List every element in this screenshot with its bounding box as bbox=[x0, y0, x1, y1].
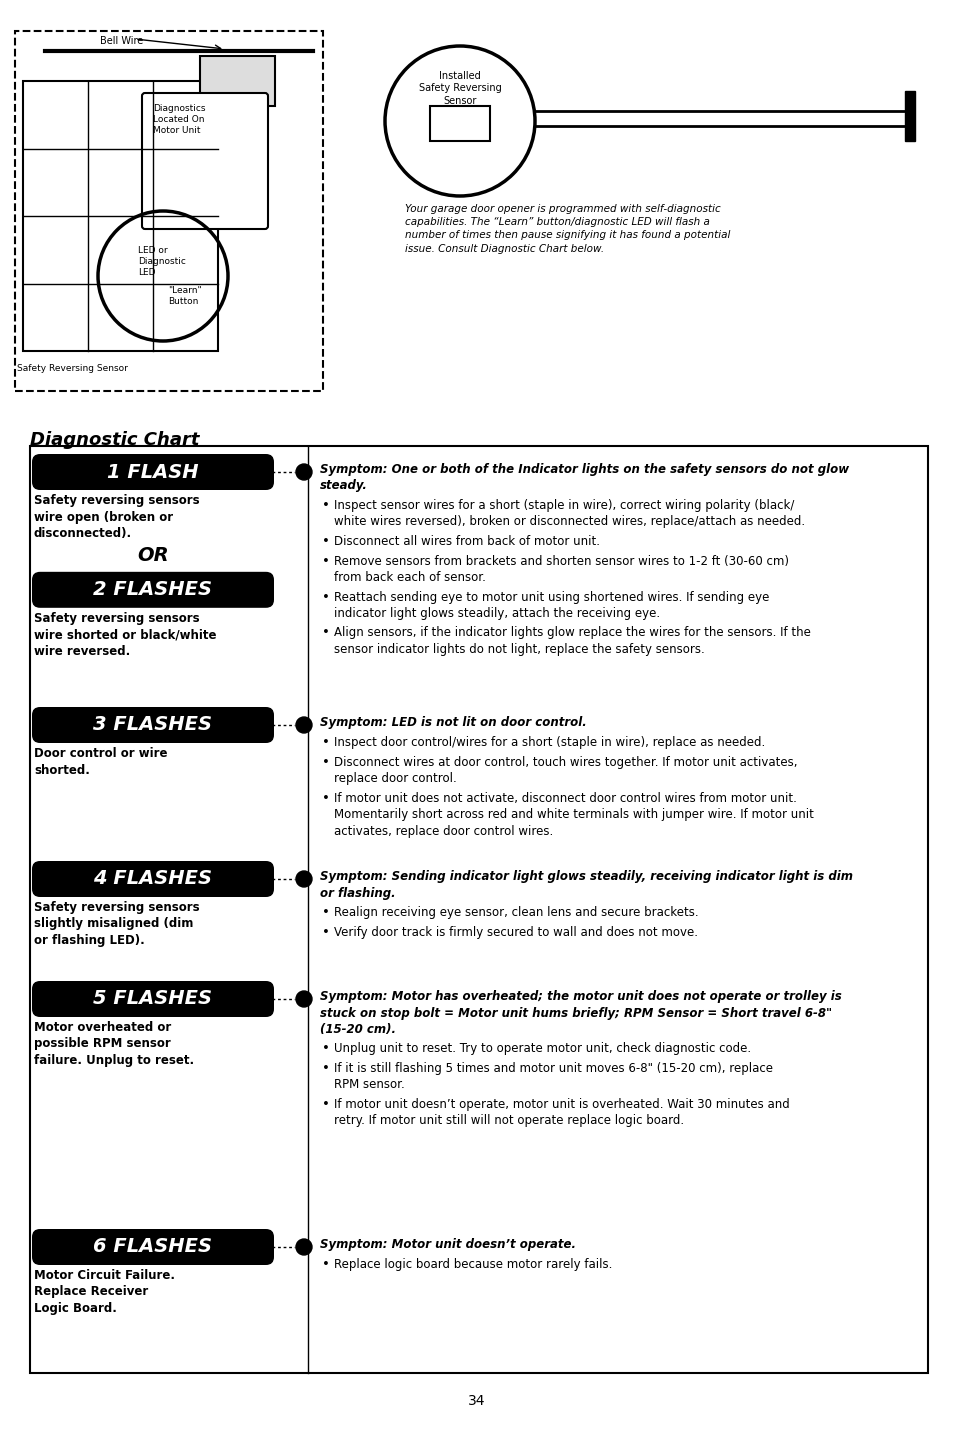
Text: Symptom: Motor unit doesn’t operate.: Symptom: Motor unit doesn’t operate. bbox=[319, 1238, 576, 1251]
Text: Safety Reversing Sensor: Safety Reversing Sensor bbox=[17, 363, 128, 373]
Text: Align sensors, if the indicator lights glow replace the wires for the sensors. I: Align sensors, if the indicator lights g… bbox=[334, 627, 810, 655]
Text: •: • bbox=[322, 591, 330, 604]
FancyBboxPatch shape bbox=[142, 93, 268, 229]
Circle shape bbox=[295, 992, 312, 1007]
Text: "Learn"
Button: "Learn" Button bbox=[168, 286, 201, 306]
Text: •: • bbox=[322, 1258, 330, 1271]
Text: •: • bbox=[322, 1042, 330, 1055]
Text: 5 FLASHES: 5 FLASHES bbox=[93, 989, 213, 1009]
Text: Symptom: Sending indicator light glows steadily, receiving indicator light is di: Symptom: Sending indicator light glows s… bbox=[319, 870, 852, 900]
Text: •: • bbox=[322, 906, 330, 919]
Text: •: • bbox=[322, 926, 330, 939]
Circle shape bbox=[295, 464, 312, 479]
Text: 6 FLASHES: 6 FLASHES bbox=[93, 1238, 213, 1256]
Text: 34: 34 bbox=[468, 1394, 485, 1408]
Text: Installed
Safety Reversing
Sensor: Installed Safety Reversing Sensor bbox=[418, 72, 501, 106]
Circle shape bbox=[295, 717, 312, 733]
Text: If it is still flashing 5 times and motor unit moves 6-8" (15-20 cm), replace
RP: If it is still flashing 5 times and moto… bbox=[334, 1062, 772, 1092]
Text: Diagnostics
Located On
Motor Unit: Diagnostics Located On Motor Unit bbox=[152, 104, 205, 135]
Text: Reattach sending eye to motor unit using shortened wires. If sending eye
indicat: Reattach sending eye to motor unit using… bbox=[334, 591, 768, 620]
Text: •: • bbox=[322, 555, 330, 568]
Bar bbox=[430, 106, 490, 142]
Text: •: • bbox=[322, 1062, 330, 1075]
Text: 4 FLASHES: 4 FLASHES bbox=[93, 870, 213, 889]
Text: Your garage door opener is programmed with self-diagnostic
capabilities. The “Le: Your garage door opener is programmed wi… bbox=[405, 205, 730, 253]
Text: OR: OR bbox=[137, 545, 169, 565]
Text: •: • bbox=[322, 535, 330, 548]
Text: Safety reversing sensors
wire open (broken or
disconnected).: Safety reversing sensors wire open (brok… bbox=[34, 494, 199, 539]
FancyBboxPatch shape bbox=[32, 861, 274, 897]
Text: Motor overheated or
possible RPM sensor
failure. Unplug to reset.: Motor overheated or possible RPM sensor … bbox=[34, 1020, 193, 1068]
Text: LED or
Diagnostic
LED: LED or Diagnostic LED bbox=[138, 246, 186, 278]
FancyBboxPatch shape bbox=[32, 707, 274, 743]
Bar bbox=[23, 82, 218, 351]
Circle shape bbox=[295, 1239, 312, 1255]
Text: •: • bbox=[322, 1098, 330, 1110]
Text: Unplug unit to reset. Try to operate motor unit, check diagnostic code.: Unplug unit to reset. Try to operate mot… bbox=[334, 1042, 750, 1055]
Text: Verify door track is firmly secured to wall and does not move.: Verify door track is firmly secured to w… bbox=[334, 926, 698, 939]
Text: •: • bbox=[322, 627, 330, 640]
Text: Motor Circuit Failure.
Replace Receiver
Logic Board.: Motor Circuit Failure. Replace Receiver … bbox=[34, 1269, 174, 1315]
FancyBboxPatch shape bbox=[32, 572, 274, 608]
Text: Inspect door control/wires for a short (staple in wire), replace as needed.: Inspect door control/wires for a short (… bbox=[334, 736, 764, 748]
Text: Door control or wire
shorted.: Door control or wire shorted. bbox=[34, 747, 168, 777]
Bar bbox=[904, 92, 914, 142]
Text: Realign receiving eye sensor, clean lens and secure brackets.: Realign receiving eye sensor, clean lens… bbox=[334, 906, 698, 919]
Text: 3 FLASHES: 3 FLASHES bbox=[93, 716, 213, 734]
Text: Disconnect all wires from back of motor unit.: Disconnect all wires from back of motor … bbox=[334, 535, 599, 548]
FancyBboxPatch shape bbox=[32, 1229, 274, 1265]
FancyBboxPatch shape bbox=[32, 454, 274, 489]
Text: 1 FLASH: 1 FLASH bbox=[107, 462, 198, 481]
Text: •: • bbox=[322, 791, 330, 804]
Text: Replace logic board because motor rarely fails.: Replace logic board because motor rarely… bbox=[334, 1258, 612, 1271]
Bar bbox=[30, 446, 927, 1372]
Text: Remove sensors from brackets and shorten sensor wires to 1-2 ft (30-60 cm)
from : Remove sensors from brackets and shorten… bbox=[334, 555, 788, 584]
Text: If motor unit doesn’t operate, motor unit is overheated. Wait 30 minutes and
ret: If motor unit doesn’t operate, motor uni… bbox=[334, 1098, 789, 1128]
Text: Safety reversing sensors
slightly misaligned (dim
or flashing LED).: Safety reversing sensors slightly misali… bbox=[34, 902, 199, 947]
Bar bbox=[200, 56, 274, 106]
Text: Symptom: Motor has overheated; the motor unit does not operate or trolley is
stu: Symptom: Motor has overheated; the motor… bbox=[319, 990, 841, 1036]
Text: •: • bbox=[322, 756, 330, 768]
Text: Symptom: LED is not lit on door control.: Symptom: LED is not lit on door control. bbox=[319, 716, 586, 728]
Text: •: • bbox=[322, 499, 330, 512]
FancyBboxPatch shape bbox=[32, 982, 274, 1017]
Text: Safety reversing sensors
wire shorted or black/white
wire reversed.: Safety reversing sensors wire shorted or… bbox=[34, 612, 216, 658]
Text: 2 FLASHES: 2 FLASHES bbox=[93, 581, 213, 600]
Text: If motor unit does not activate, disconnect door control wires from motor unit.
: If motor unit does not activate, disconn… bbox=[334, 791, 813, 837]
Text: •: • bbox=[322, 736, 330, 748]
Text: Inspect sensor wires for a short (staple in wire), correct wiring polarity (blac: Inspect sensor wires for a short (staple… bbox=[334, 499, 804, 528]
Text: Bell Wire: Bell Wire bbox=[100, 36, 143, 46]
Text: Diagnostic Chart: Diagnostic Chart bbox=[30, 431, 199, 449]
Text: Disconnect wires at door control, touch wires together. If motor unit activates,: Disconnect wires at door control, touch … bbox=[334, 756, 797, 786]
Text: Symptom: One or both of the Indicator lights on the safety sensors do not glow
s: Symptom: One or both of the Indicator li… bbox=[319, 464, 848, 492]
Circle shape bbox=[295, 871, 312, 887]
